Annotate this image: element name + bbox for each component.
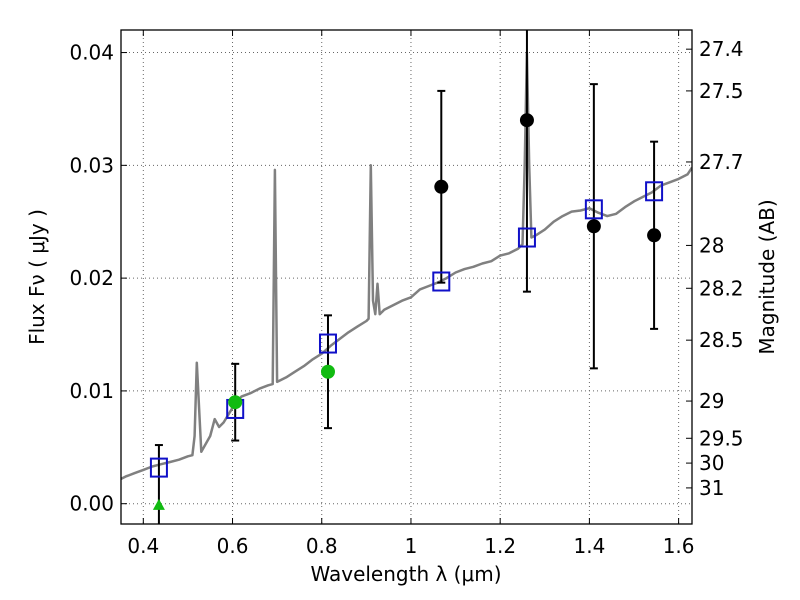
mag-tick-label: 31 bbox=[699, 476, 724, 500]
x-tick-label: 1.6 bbox=[663, 534, 695, 558]
x-tick-label: 0.8 bbox=[306, 534, 338, 558]
model-photometry-square bbox=[584, 199, 603, 220]
mag-tick-label: 27.4 bbox=[699, 37, 744, 61]
axis-ticks: 0.4 0.6 0.8 1 1.2 1.4 1.6 0.00 0.01 0.02 0.03 0.04 2… bbox=[69, 30, 744, 558]
mag-tick-label: 28 bbox=[699, 233, 724, 257]
y-axis-label: Flux Fν ( μJy ) bbox=[25, 209, 49, 345]
model-photometry-square bbox=[645, 181, 664, 202]
model-photometry-square bbox=[318, 333, 337, 354]
y-tick-label: 0.02 bbox=[69, 266, 114, 290]
model-photometry-square bbox=[432, 271, 451, 292]
x-tick-label: 0.4 bbox=[127, 534, 159, 558]
plot-frame bbox=[120, 29, 693, 525]
mag-tick-label: 29 bbox=[699, 389, 724, 413]
plot-area bbox=[121, 30, 692, 524]
observed-photometry-point bbox=[647, 228, 662, 243]
x-axis-label: Wavelength λ (μm) bbox=[310, 562, 501, 586]
observed-photometry-point bbox=[320, 364, 335, 379]
x-tick-label: 0.6 bbox=[217, 534, 249, 558]
y-tick-label: 0.00 bbox=[69, 492, 114, 516]
sed-model-line bbox=[121, 51, 692, 481]
mag-tick-label: 30 bbox=[699, 451, 724, 475]
mag-tick-label: 28.5 bbox=[699, 328, 744, 352]
mag-tick-label: 29.5 bbox=[699, 426, 744, 450]
x-tick-label: 1.4 bbox=[573, 534, 605, 558]
x-tick-label: 1.2 bbox=[484, 534, 516, 558]
observed-photometry-point bbox=[586, 219, 601, 234]
observed-photometry-point bbox=[434, 179, 449, 194]
y-tick-label: 0.04 bbox=[69, 41, 114, 65]
mag-tick-label: 27.5 bbox=[699, 79, 744, 103]
mag-tick-label: 28.2 bbox=[699, 276, 744, 300]
grid bbox=[121, 30, 692, 524]
observed-photometry-triangle bbox=[152, 498, 165, 510]
y-tick-label: 0.03 bbox=[69, 153, 114, 177]
mag-tick-label: 27.7 bbox=[699, 150, 744, 174]
model-photometry-square bbox=[517, 227, 536, 248]
x-tick-label: 1 bbox=[405, 534, 418, 558]
y-axis-right-label: Magnitude (AB) bbox=[755, 199, 779, 354]
model-photometry-square bbox=[149, 457, 168, 478]
observed-photometry-point bbox=[519, 113, 534, 128]
y-tick-label: 0.01 bbox=[69, 379, 114, 403]
observed-photometry-point bbox=[228, 395, 243, 410]
